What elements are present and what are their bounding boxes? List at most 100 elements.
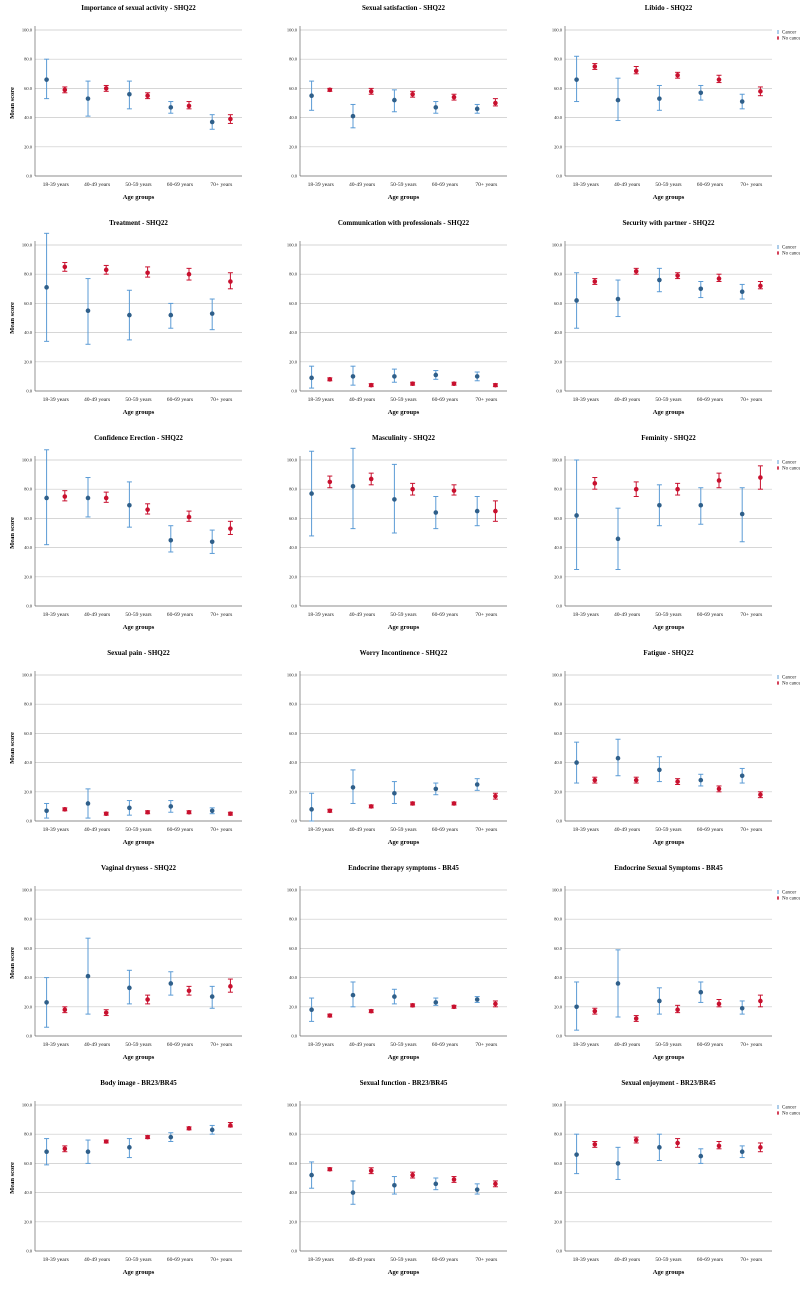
y-tick-label: 40.0 <box>289 330 298 335</box>
y-tick-label: 100.0 <box>22 888 33 893</box>
cancer-mean-point <box>392 97 397 103</box>
cancer-mean-point <box>574 77 579 82</box>
y-tick-label: 20.0 <box>554 1219 563 1224</box>
no-cancer-mean-point <box>675 486 680 492</box>
y-tick-label: 60.0 <box>24 516 33 521</box>
no-cancer-mean-point <box>493 1181 498 1187</box>
cancer-mean-point <box>44 285 49 290</box>
y-tick-label: 100.0 <box>287 458 298 463</box>
x-tick-label: 18-39 years <box>43 1257 69 1263</box>
no-cancer-mean-point <box>145 997 150 1002</box>
chart-panel: Sexual satisfaction - SHQ22 0.0 20.0 40.0 60… <box>287 4 507 201</box>
cancer-mean-point <box>44 1000 49 1005</box>
no-cancer-mean-point <box>228 526 233 531</box>
x-tick-label: 40-49 years <box>614 182 640 188</box>
chart-title: Worry Incontinence - SHQ22 <box>360 649 448 657</box>
no-cancer-mean-point <box>368 804 374 809</box>
no-cancer-mean-point <box>145 93 150 98</box>
y-tick-label: 20.0 <box>554 359 563 364</box>
no-cancer-mean-point <box>675 273 680 278</box>
y-tick-label: 20.0 <box>24 1219 33 1224</box>
y-tick-label: 0.0 <box>26 1249 32 1254</box>
cancer-mean-point <box>615 1161 621 1166</box>
y-tick-label: 40.0 <box>554 760 563 765</box>
legend-no-cancer-label: No cancer <box>782 467 800 472</box>
y-tick-label: 40.0 <box>289 975 298 980</box>
x-tick-label: 70+ years <box>740 827 762 833</box>
y-tick-label: 20.0 <box>24 574 33 579</box>
cancer-mean-point <box>392 497 397 502</box>
y-tick-label: 20.0 <box>289 1219 298 1224</box>
no-cancer-mean-point <box>633 268 639 274</box>
x-tick-label: 50-59 years <box>390 397 416 403</box>
cancer-mean-point <box>739 99 745 104</box>
no-cancer-mean-point <box>758 475 763 480</box>
chart-panel: Feminity - SHQ22 0.0 20.0 40.0 60.0 80.0 100.0… <box>552 434 800 631</box>
y-tick-label: 60.0 <box>24 946 33 951</box>
cancer-mean-point <box>309 1172 314 1178</box>
x-tick-label: 18-39 years <box>308 827 334 833</box>
chart-title: Sexual satisfaction - SHQ22 <box>362 4 446 12</box>
x-tick-label: 18-39 years <box>308 612 334 618</box>
x-tick-label: 60-69 years <box>167 1042 193 1048</box>
cancer-mean-point <box>127 502 132 508</box>
chart-panel: Body image - BR23/BR45 0.0 20.0 40.0 60.0 80.… <box>9 1079 242 1276</box>
x-tick-label: 70+ years <box>740 397 762 403</box>
no-cancer-mean-point <box>327 377 333 382</box>
y-tick-label: 100.0 <box>287 1103 298 1108</box>
y-tick-label: 20.0 <box>289 144 298 149</box>
no-cancer-mean-point <box>186 988 192 994</box>
no-cancer-mean-point <box>758 89 763 94</box>
cancer-mean-point <box>574 760 579 765</box>
cancer-mean-point <box>657 96 662 101</box>
y-tick-label: 20.0 <box>289 359 298 364</box>
x-tick-label: 50-59 years <box>390 1257 416 1263</box>
y-tick-label: 0.0 <box>291 1034 297 1039</box>
no-cancer-mean-point <box>327 1013 333 1018</box>
cancer-mean-point <box>657 277 662 283</box>
x-tick-label: 18-39 years <box>308 1257 334 1263</box>
x-tick-label: 40-49 years <box>84 1042 110 1048</box>
x-axis-title: Age groups <box>653 1054 685 1061</box>
y-tick-label: 40.0 <box>24 330 33 335</box>
cancer-mean-point <box>615 981 621 986</box>
cancer-mean-point <box>309 375 314 381</box>
x-tick-label: 60-69 years <box>432 182 458 188</box>
x-tick-label: 70+ years <box>475 827 497 833</box>
no-cancer-mean-point <box>592 1142 598 1147</box>
y-tick-label: 80.0 <box>554 917 563 922</box>
y-tick-label: 60.0 <box>554 1161 563 1166</box>
cancer-mean-point <box>168 105 174 110</box>
cancer-mean-point <box>474 374 480 379</box>
x-tick-label: 70+ years <box>475 1042 497 1048</box>
cancer-mean-point <box>433 786 439 792</box>
chart-title: Sexual enjoyment - BR23/BR45 <box>621 1079 716 1087</box>
cancer-mean-point <box>698 502 704 508</box>
y-tick-label: 60.0 <box>289 86 298 91</box>
cancer-mean-point <box>739 1149 745 1155</box>
no-cancer-mean-point <box>451 1177 457 1182</box>
chart-panel: Endocrine therapy symptoms - BR45 0.0 20.0… <box>287 864 507 1061</box>
y-tick-label: 60.0 <box>289 946 298 951</box>
x-axis-title: Age groups <box>388 409 420 416</box>
chart-panel: Sexual pain - SHQ22 0.0 20.0 40.0 60.0 80.0 10… <box>9 649 242 846</box>
legend-no-cancer-label: No cancer <box>782 252 800 257</box>
no-cancer-mean-point <box>758 1145 763 1150</box>
legend-no-cancer-dot <box>777 37 779 39</box>
legend-cancer-label: Cancer <box>782 461 796 466</box>
cancer-mean-point <box>433 372 439 378</box>
no-cancer-mean-point <box>451 488 457 493</box>
no-cancer-mean-point <box>716 1001 722 1007</box>
no-cancer-mean-point <box>592 279 598 284</box>
no-cancer-mean-point <box>451 1004 457 1010</box>
chart-panel: Libido - SHQ22 0.0 20.0 40.0 60.0 80.0 100.0 18… <box>552 4 800 201</box>
no-cancer-mean-point <box>493 508 498 514</box>
chart-title: Sexual pain - SHQ22 <box>107 649 170 657</box>
cancer-mean-point <box>392 790 397 796</box>
y-tick-label: 80.0 <box>554 57 563 62</box>
no-cancer-mean-point <box>633 1016 639 1021</box>
cancer-mean-point <box>309 1007 314 1013</box>
chart-panel: Communication with professionals - SHQ22… <box>287 219 507 416</box>
y-tick-label: 40.0 <box>24 545 33 550</box>
x-tick-label: 40-49 years <box>614 1257 640 1263</box>
